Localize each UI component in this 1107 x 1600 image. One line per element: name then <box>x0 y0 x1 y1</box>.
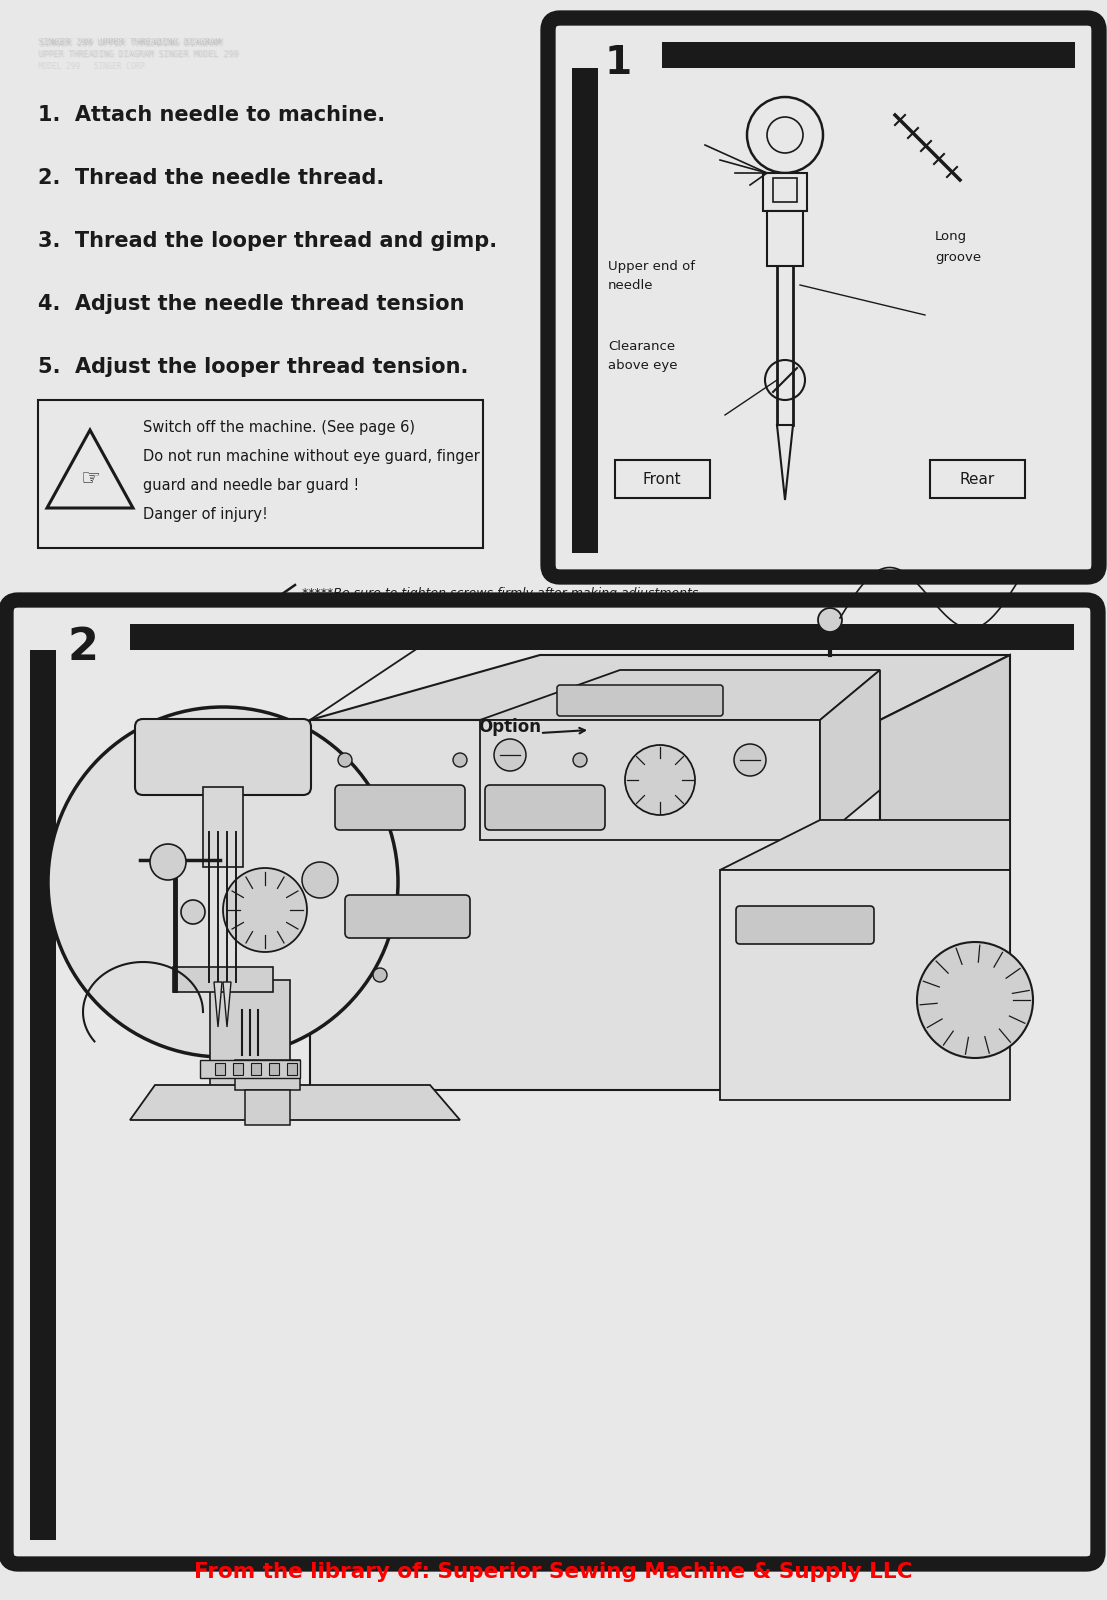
Circle shape <box>818 608 842 632</box>
Circle shape <box>338 754 352 766</box>
Text: 2.  Thread the needle thread.: 2. Thread the needle thread. <box>38 168 384 187</box>
Bar <box>200 1059 300 1078</box>
Bar <box>173 966 273 992</box>
Bar <box>232 1062 244 1075</box>
Bar <box>203 787 244 867</box>
Text: *****Be sure to tighten screws firmly after making adjustments: *****Be sure to tighten screws firmly af… <box>302 587 699 600</box>
FancyBboxPatch shape <box>736 906 875 944</box>
Bar <box>30 624 130 650</box>
FancyBboxPatch shape <box>557 685 723 717</box>
Circle shape <box>917 942 1033 1058</box>
Text: Upper end of
needle: Upper end of needle <box>608 259 695 291</box>
Text: UPPER THREADING DIAGRAM SINGER MODEL 299: UPPER THREADING DIAGRAM SINGER MODEL 299 <box>39 51 239 59</box>
Text: ☞: ☞ <box>80 469 100 490</box>
Text: Option: Option <box>478 718 541 736</box>
Bar <box>572 42 1075 67</box>
Circle shape <box>453 754 467 766</box>
FancyBboxPatch shape <box>485 786 606 830</box>
Polygon shape <box>880 654 1010 1090</box>
Polygon shape <box>720 870 1010 1101</box>
Circle shape <box>223 867 307 952</box>
FancyBboxPatch shape <box>135 718 311 795</box>
Text: 1.  Attach needle to machine.: 1. Attach needle to machine. <box>38 106 385 125</box>
Bar <box>210 979 290 1090</box>
Bar <box>930 461 1025 498</box>
Polygon shape <box>480 720 820 840</box>
Circle shape <box>373 968 387 982</box>
Bar <box>215 1062 225 1075</box>
Bar <box>235 1059 300 1090</box>
Text: UPPER THREADING DIAGRAM SINGER MODEL 299: UPPER THREADING DIAGRAM SINGER MODEL 299 <box>38 50 238 59</box>
Circle shape <box>734 744 766 776</box>
Polygon shape <box>480 670 880 720</box>
Bar <box>572 42 598 554</box>
Text: Front: Front <box>643 472 681 486</box>
Circle shape <box>625 746 695 814</box>
Text: SINGER 299 UPPER THREADING DIAGRAM: SINGER 299 UPPER THREADING DIAGRAM <box>38 38 220 46</box>
Bar <box>30 624 1074 650</box>
Text: Long
groove: Long groove <box>935 230 981 264</box>
Circle shape <box>302 862 338 898</box>
FancyBboxPatch shape <box>6 600 1098 1565</box>
Text: MODEL 299   SINGER CORP: MODEL 299 SINGER CORP <box>39 62 145 70</box>
Polygon shape <box>214 982 223 1027</box>
Polygon shape <box>720 819 1010 870</box>
Text: 1: 1 <box>604 43 632 82</box>
FancyBboxPatch shape <box>345 894 470 938</box>
Bar <box>767 211 803 266</box>
Polygon shape <box>820 670 880 840</box>
Circle shape <box>151 845 186 880</box>
Text: Danger of injury!: Danger of injury! <box>143 507 268 522</box>
Text: 5.  Adjust the looper thread tension.: 5. Adjust the looper thread tension. <box>38 357 468 378</box>
Text: SINGER 299 UPPER THREADING DIAGRAM: SINGER 299 UPPER THREADING DIAGRAM <box>41 38 224 46</box>
Polygon shape <box>310 654 1010 720</box>
Text: SINGER 299 UPPER THREADING DIAGRAM: SINGER 299 UPPER THREADING DIAGRAM <box>40 38 223 48</box>
Polygon shape <box>777 426 793 499</box>
Circle shape <box>573 754 587 766</box>
Text: Switch off the machine. (See page 6): Switch off the machine. (See page 6) <box>143 419 415 435</box>
Bar <box>763 173 807 211</box>
FancyBboxPatch shape <box>548 18 1099 578</box>
Text: Rear: Rear <box>960 472 994 486</box>
Circle shape <box>48 707 399 1058</box>
Text: guard and needle bar guard !: guard and needle bar guard ! <box>143 478 360 493</box>
Text: 3.  Thread the looper thread and gimp.: 3. Thread the looper thread and gimp. <box>38 230 497 251</box>
Bar <box>615 461 710 498</box>
Circle shape <box>494 739 526 771</box>
Text: MODEL 299   SINGER CORP: MODEL 299 SINGER CORP <box>38 62 144 70</box>
Bar <box>30 624 56 1539</box>
Bar <box>287 1062 297 1075</box>
Polygon shape <box>130 1085 461 1120</box>
Circle shape <box>182 899 205 925</box>
Bar <box>38 400 483 547</box>
Text: Clearance
above eye: Clearance above eye <box>608 341 677 371</box>
Text: Do not run machine without eye guard, finger: Do not run machine without eye guard, fi… <box>143 450 479 464</box>
Bar <box>251 1062 261 1075</box>
Text: 4.  Adjust the needle thread tension: 4. Adjust the needle thread tension <box>38 294 465 314</box>
Bar <box>572 42 662 67</box>
Bar <box>245 1090 290 1125</box>
FancyBboxPatch shape <box>335 786 465 830</box>
Text: SINGER 299 UPPER THREADING DIAGRAM: SINGER 299 UPPER THREADING DIAGRAM <box>39 40 221 50</box>
Polygon shape <box>223 982 231 1027</box>
Bar <box>269 1062 279 1075</box>
Text: From the library of: Superior Sewing Machine & Supply LLC: From the library of: Superior Sewing Mac… <box>194 1562 912 1582</box>
Polygon shape <box>310 720 880 1090</box>
Text: 2: 2 <box>68 626 99 669</box>
Bar <box>773 178 797 202</box>
Text: UPPER THREADING DIAGRAM SINGER MODEL 299: UPPER THREADING DIAGRAM SINGER MODEL 299 <box>40 50 240 59</box>
